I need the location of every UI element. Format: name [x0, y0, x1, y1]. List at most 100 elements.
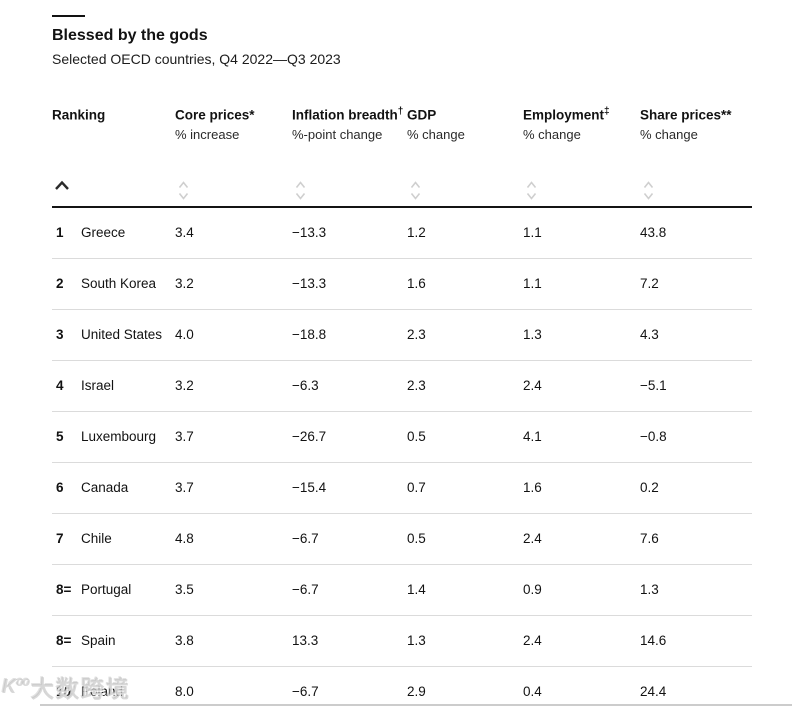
share-prices-cell: 1.3 [640, 582, 659, 597]
gdp-cell: 1.4 [407, 582, 426, 597]
table-row: 3 United States 4.0 −18.8 2.3 1.3 4.3 [52, 310, 752, 361]
employment-cell: 0.4 [523, 684, 542, 699]
sort-toggle-icon [526, 180, 537, 200]
table-row: 8= Portugal 3.5 −6.7 1.4 0.9 1.3 [52, 565, 752, 616]
employment-cell: 1.1 [523, 276, 542, 291]
inflation-breadth-cell: −6.7 [292, 684, 319, 699]
sort-toggle-icon [410, 180, 421, 200]
rank-cell: 3 [56, 327, 64, 342]
column-header-share-prices: Share prices** % change [640, 107, 732, 142]
rankings-table: Ranking Core prices* % increase Inflatio… [52, 102, 752, 711]
rank-cell: 8= [56, 633, 72, 648]
sort-toggle-icon [643, 180, 654, 200]
accent-line [52, 15, 85, 17]
column-header-gdp: GDP % change [407, 107, 465, 142]
inflation-breadth-cell: 13.3 [292, 633, 319, 648]
core-prices-cell: 8.0 [175, 684, 194, 699]
inflation-breadth-cell: −18.8 [292, 327, 327, 342]
inflation-breadth-cell: −6.3 [292, 378, 319, 393]
inflation-breadth-cell: −13.3 [292, 225, 327, 240]
sort-controls-row [52, 180, 752, 208]
sort-toggle-icon [295, 180, 306, 200]
employment-cell: 2.4 [523, 378, 542, 393]
gdp-cell: 2.3 [407, 378, 426, 393]
rank-cell: 2 [56, 276, 64, 291]
core-prices-cell: 3.8 [175, 633, 194, 648]
gdp-cell: 2.3 [407, 327, 426, 342]
core-prices-cell: 3.2 [175, 378, 194, 393]
core-prices-cell: 3.2 [175, 276, 194, 291]
table-row: 8= Spain 3.8 13.3 1.3 2.4 14.6 [52, 616, 752, 667]
core-prices-cell: 3.4 [175, 225, 194, 240]
employment-cell: 1.3 [523, 327, 542, 342]
chart-subtitle: Selected OECD countries, Q4 2022—Q3 2023 [52, 51, 341, 67]
inflation-breadth-cell: −15.4 [292, 480, 327, 495]
core-prices-cell: 4.8 [175, 531, 194, 546]
country-cell: Spain [81, 633, 116, 648]
core-prices-cell: 3.7 [175, 429, 194, 444]
column-header-core-prices: Core prices* % increase [175, 107, 255, 142]
employment-cell: 1.6 [523, 480, 542, 495]
rank-cell: 5 [56, 429, 64, 444]
country-cell: Portugal [81, 582, 132, 597]
sort-button-employment[interactable] [523, 180, 640, 200]
share-prices-cell: 14.6 [640, 633, 667, 648]
country-cell: Israel [81, 378, 115, 393]
table-row: 5 Luxembourg 3.7 −26.7 0.5 4.1 −0.8 [52, 412, 752, 463]
country-cell: United States [81, 327, 163, 342]
gdp-cell: 1.2 [407, 225, 426, 240]
country-cell: South Korea [81, 276, 157, 291]
core-prices-cell: 3.7 [175, 480, 194, 495]
sort-toggle-icon [178, 180, 189, 200]
gdp-cell: 0.5 [407, 429, 426, 444]
table-row: 7 Chile 4.8 −6.7 0.5 2.4 7.6 [52, 514, 752, 565]
share-prices-cell: −0.8 [640, 429, 667, 444]
table-row: 10 Poland 8.0 −6.7 2.9 0.4 24.4 [52, 667, 752, 711]
inflation-breadth-cell: −6.7 [292, 531, 319, 546]
rank-cell: 6 [56, 480, 64, 495]
table-body: 1 Greece 3.4 −13.3 1.2 1.1 43.8 2 South Ko… [52, 208, 752, 711]
core-prices-cell: 4.0 [175, 327, 194, 342]
core-prices-cell: 3.5 [175, 582, 194, 597]
employment-cell: 1.1 [523, 225, 542, 240]
sort-button-ranking[interactable] [52, 180, 175, 200]
country-cell: Chile [81, 531, 112, 546]
share-prices-cell: 43.8 [640, 225, 667, 240]
employment-cell: 2.4 [523, 531, 542, 546]
employment-cell: 2.4 [523, 633, 542, 648]
inflation-breadth-cell: −6.7 [292, 582, 319, 597]
bottom-rule [40, 704, 792, 706]
share-prices-cell: 0.2 [640, 480, 659, 495]
sort-ascending-icon [55, 180, 69, 190]
country-cell: Poland [81, 684, 124, 699]
sort-button-gdp[interactable] [407, 180, 523, 200]
share-prices-cell: 7.6 [640, 531, 659, 546]
sort-button-inflation-breadth[interactable] [292, 180, 407, 200]
column-header-employment: Employment‡ % change [523, 106, 610, 142]
employment-cell: 0.9 [523, 582, 542, 597]
sort-button-share-prices[interactable] [640, 180, 752, 200]
share-prices-cell: −5.1 [640, 378, 667, 393]
country-cell: Canada [81, 480, 129, 495]
gdp-cell: 0.7 [407, 480, 426, 495]
country-cell: Greece [81, 225, 126, 240]
gdp-cell: 1.3 [407, 633, 426, 648]
rank-cell: 4 [56, 378, 64, 393]
sort-button-core-prices[interactable] [175, 180, 292, 200]
share-prices-cell: 4.3 [640, 327, 659, 342]
table-header-row: Ranking Core prices* % increase Inflatio… [52, 102, 752, 144]
rank-cell: 1 [56, 225, 64, 240]
inflation-breadth-cell: −26.7 [292, 429, 327, 444]
share-prices-cell: 24.4 [640, 684, 667, 699]
column-header-ranking: Ranking [52, 107, 106, 123]
employment-cell: 4.1 [523, 429, 542, 444]
gdp-cell: 0.5 [407, 531, 426, 546]
watermark-logo: Kºº [2, 675, 29, 698]
table-row: 4 Israel 3.2 −6.3 2.3 2.4 −5.1 [52, 361, 752, 412]
table-row: 6 Canada 3.7 −15.4 0.7 1.6 0.2 [52, 463, 752, 514]
rank-cell: 10 [56, 684, 72, 699]
rank-cell: 7 [56, 531, 64, 546]
share-prices-cell: 7.2 [640, 276, 659, 291]
table-row: 1 Greece 3.4 −13.3 1.2 1.1 43.8 [52, 208, 752, 259]
